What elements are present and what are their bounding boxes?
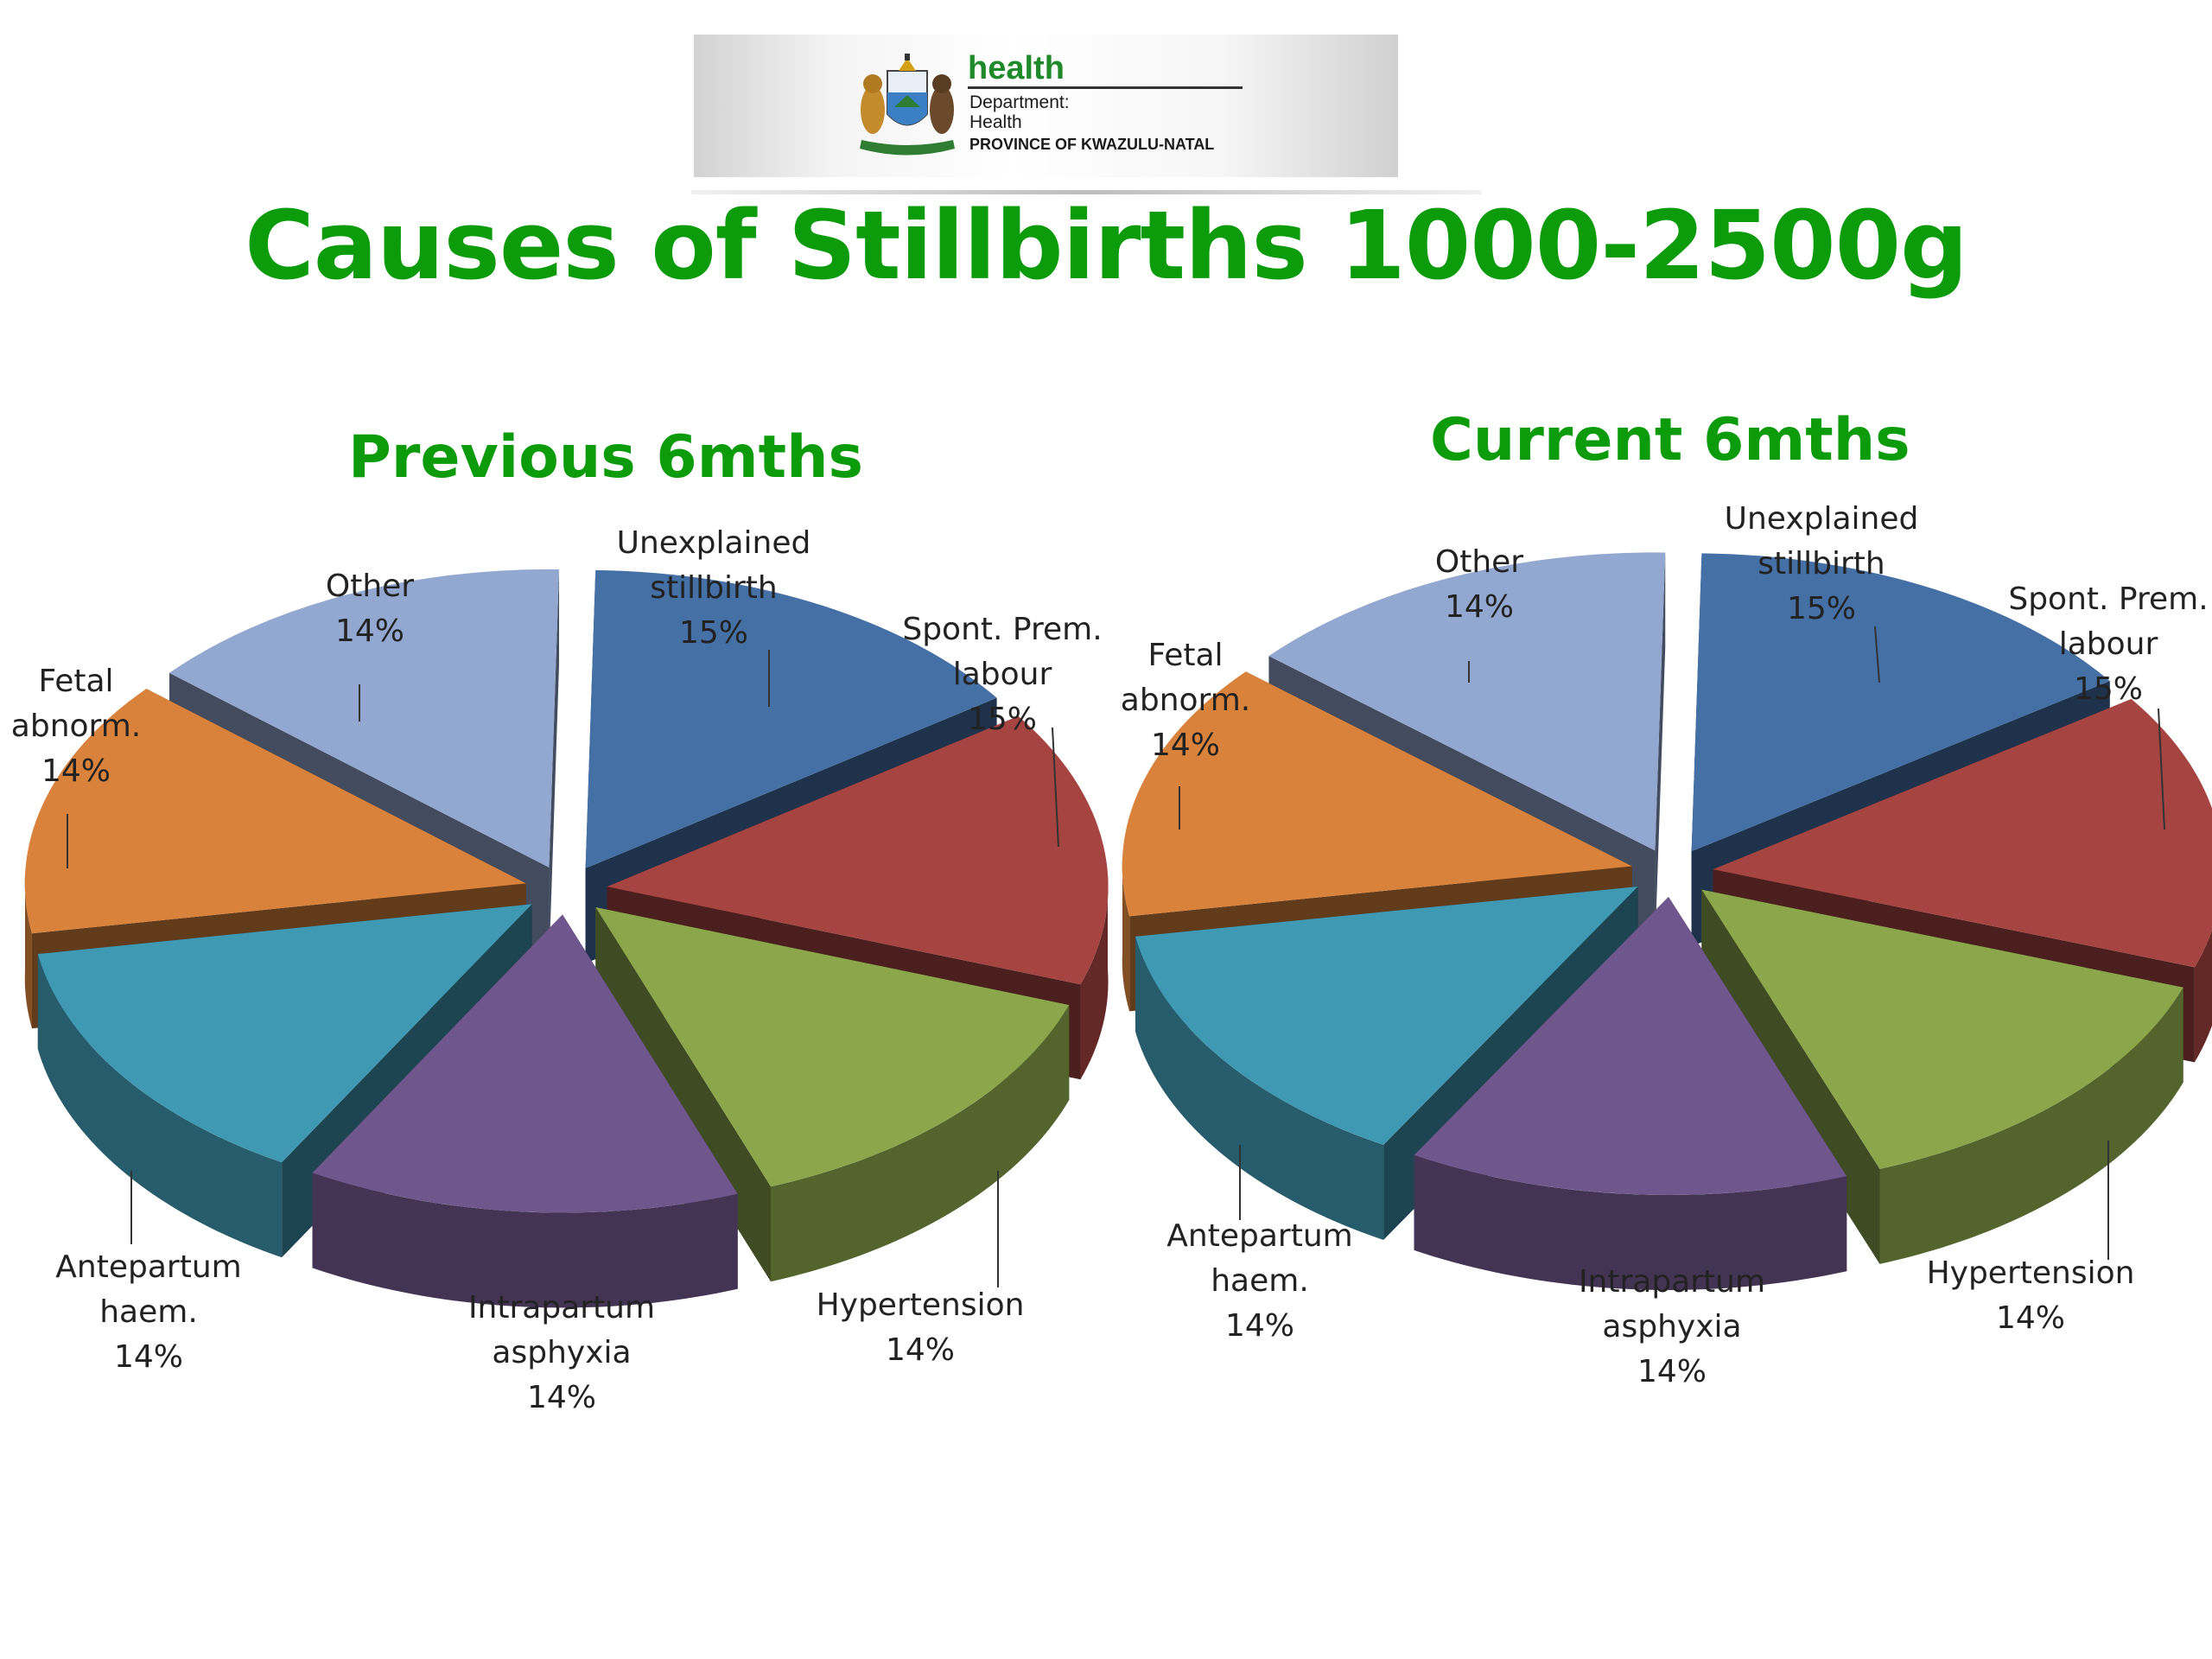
label-intrapartum-previous: Intrapartum asphyxia 14% bbox=[468, 1290, 655, 1415]
pie-current bbox=[1122, 552, 2212, 1290]
page-title: Causes of Stillbirths 1000-2500g bbox=[245, 190, 1968, 301]
chart-title-previous: Previous 6mths bbox=[348, 423, 863, 492]
label-intrapartum-current: Intrapartum asphyxia 14% bbox=[1579, 1264, 1765, 1389]
label-fetal-current: Fetal abnorm. 14% bbox=[1121, 638, 1250, 763]
logo-word: health bbox=[968, 50, 1065, 86]
label-spont-prem-current: Spont. Prem. labour 15% bbox=[2008, 582, 2208, 707]
label-unexplained-current: Unexplained stillbirth 15% bbox=[1725, 501, 1919, 626]
logo-health: Health bbox=[969, 112, 1022, 132]
leader-line-spont-prem-current bbox=[2158, 708, 2165, 830]
label-fetal-previous: Fetal abnorm. 14% bbox=[11, 664, 141, 789]
label-hypertension-current: Hypertension 14% bbox=[1927, 1255, 2135, 1336]
label-antepartum-current: Antepartum haem. 14% bbox=[1166, 1218, 1352, 1344]
label-antepartum-previous: Antepartum haem. 14% bbox=[55, 1249, 241, 1375]
label-unexplained-previous: Unexplained stillbirth 15% bbox=[617, 525, 811, 651]
coat-of-arms-icon bbox=[860, 54, 955, 156]
logo-divider bbox=[691, 190, 1482, 194]
label-hypertension-previous: Hypertension 14% bbox=[817, 1287, 1025, 1368]
logo-province: PROVINCE OF KWAZULU-NATAL bbox=[969, 136, 1215, 153]
leader-line-unexplained-current bbox=[1874, 626, 1880, 683]
label-spont-prem-previous: Spont. Prem. labour 15% bbox=[902, 612, 1102, 737]
label-other-previous: Other 14% bbox=[326, 569, 414, 649]
leader-line-spont-prem-previous bbox=[1052, 727, 1059, 848]
logo-rule bbox=[968, 86, 1243, 89]
slice-intrapartum-current bbox=[1414, 896, 1847, 1290]
slice-intrapartum-previous bbox=[312, 914, 738, 1308]
chart-title-current: Current 6mths bbox=[1430, 406, 1910, 474]
logo-department: Department: bbox=[969, 92, 1070, 112]
logo-banner bbox=[694, 35, 1398, 177]
label-other-current: Other 14% bbox=[1435, 544, 1523, 625]
pie-previous bbox=[24, 569, 1109, 1308]
